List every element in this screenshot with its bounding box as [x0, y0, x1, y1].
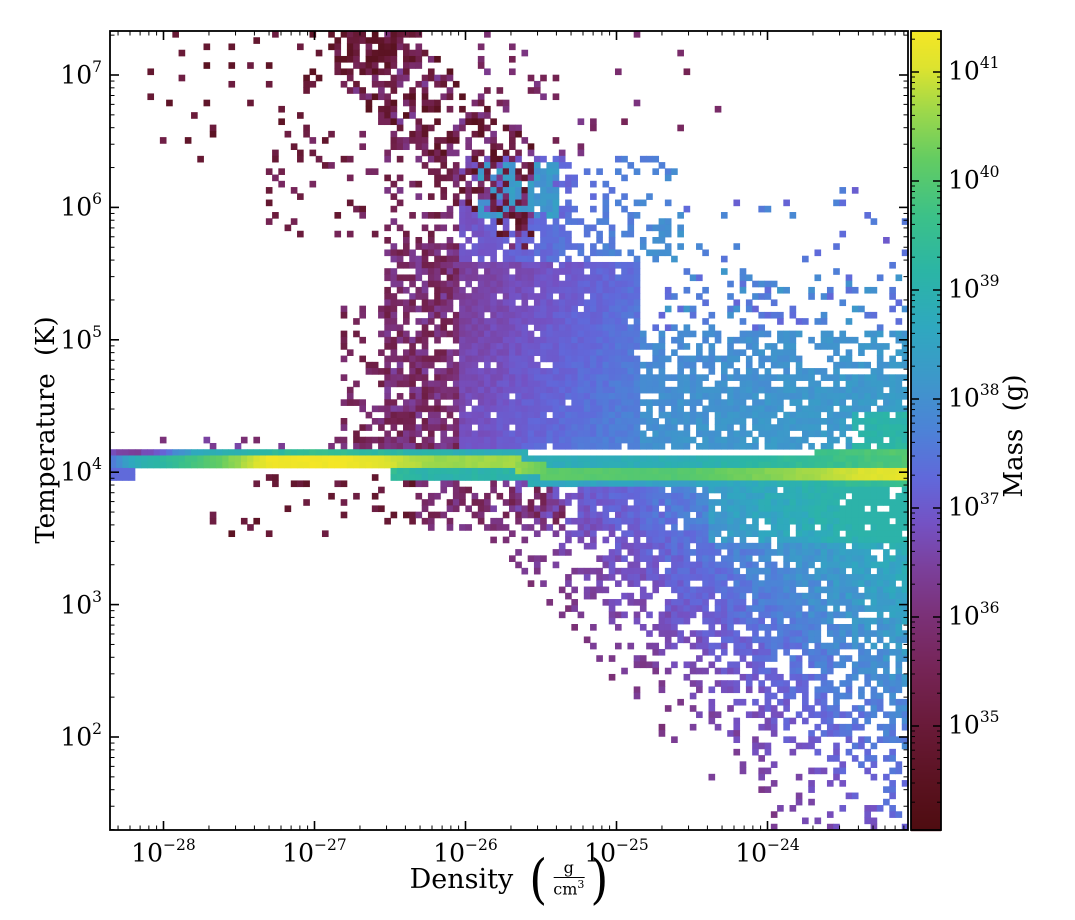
x-tick-label: 10−26	[433, 836, 498, 868]
colorbar-tick-label: 1035	[948, 708, 1000, 740]
x-tick-label: 10−28	[131, 836, 196, 868]
open-paren: (	[529, 847, 548, 911]
colorbar-tick-label: 1039	[948, 272, 1000, 304]
y-tick-label: 102	[60, 720, 102, 752]
x-tick-label: 10−24	[735, 836, 800, 868]
colorbar-tick-label: 1036	[948, 599, 1000, 631]
x-tick-label: 10−27	[282, 836, 347, 868]
y-tick-label: 105	[60, 322, 102, 355]
y-tick-label: 103	[60, 587, 102, 619]
x-axis-label-word: Density	[409, 863, 514, 895]
unit-denominator: cm3	[553, 878, 585, 899]
x-axis-label: Density ( g cm3 )	[409, 853, 609, 906]
colorbar-tick-label: 1040	[948, 163, 1000, 195]
colorbar-label: Mass (g)	[999, 374, 1029, 498]
y-tick-label: 104	[60, 455, 102, 487]
colorbar-tick-label: 1041	[948, 54, 1000, 86]
close-paren: )	[590, 847, 609, 911]
colorbar-tick-label: 1038	[948, 381, 1000, 413]
unit-numerator: g	[563, 857, 574, 877]
y-tick-label: 107	[60, 58, 102, 90]
y-tick-label: 106	[60, 190, 102, 222]
x-tick-label: 10−25	[584, 836, 649, 868]
colorbar-tick-label: 1037	[948, 490, 1000, 522]
x-axis-unit-fraction: g cm3	[553, 857, 585, 899]
fraction-bar	[553, 877, 585, 879]
y-axis-label: Temperature (K)	[31, 316, 61, 544]
